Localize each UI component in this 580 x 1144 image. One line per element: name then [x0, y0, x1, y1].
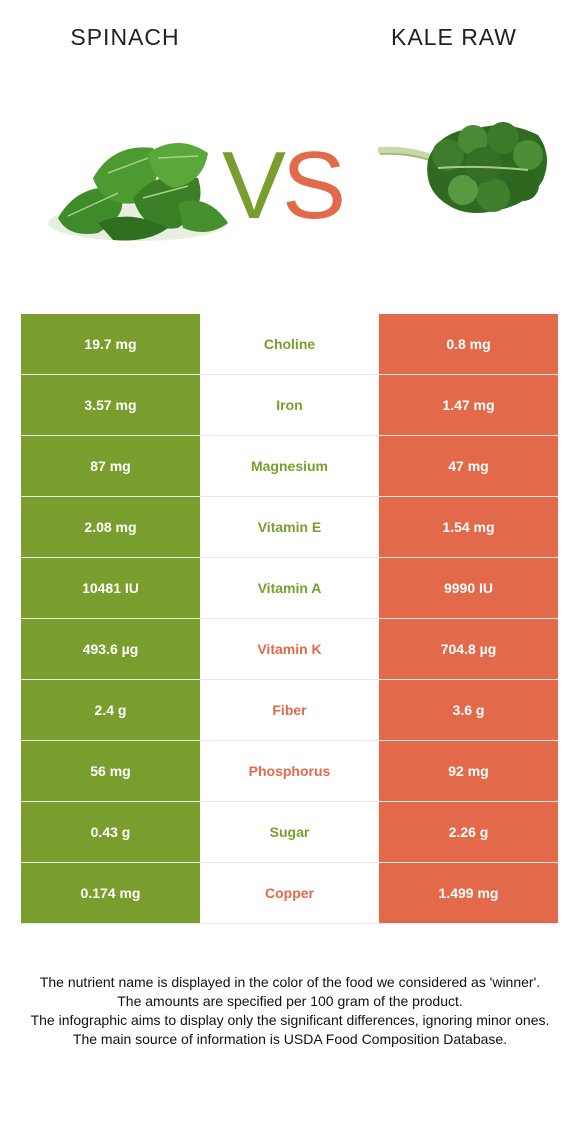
vs-s-letter: S [282, 132, 346, 239]
left-food-value: 56 mg [21, 740, 200, 802]
right-food-value: 3.6 g [379, 679, 558, 741]
right-food-value: 704.8 µg [379, 618, 558, 680]
nutrient-name: Iron [200, 374, 379, 436]
footnote-significant-differences: The infographic aims to display only the… [30, 1012, 550, 1028]
table-row: 19.7 mg Choline 0.8 mg [21, 314, 558, 375]
spinach-image [48, 143, 228, 241]
nutrient-name: Vitamin E [200, 496, 379, 558]
vs-v-letter: V [222, 132, 286, 239]
right-food-value: 47 mg [379, 435, 558, 497]
right-food-value: 92 mg [379, 740, 558, 802]
comparison-table: 19.7 mg Choline 0.8 mg 3.57 mg Iron 1.47 mg 87… [21, 314, 558, 924]
left-food-value: 2.4 g [21, 679, 200, 741]
right-food-value: 9990 IU [379, 557, 558, 619]
left-food-value: 3.57 mg [21, 374, 200, 436]
left-food-value: 10481 IU [21, 557, 200, 619]
left-food-value: 87 mg [21, 435, 200, 497]
left-food-value: 493.6 µg [21, 618, 200, 680]
right-food-value: 0.8 mg [379, 314, 558, 375]
table-row: 10481 IU Vitamin A 9990 IU [21, 557, 558, 619]
footnotes: The nutrient name is displayed in the co… [14, 973, 566, 1049]
table-row: 0.43 g Sugar 2.26 g [21, 801, 558, 863]
footnote-per-100g: The amounts are specified per 100 gram o… [117, 993, 463, 1009]
table-row: 0.174 mg Copper 1.499 mg [21, 862, 558, 924]
table-row: 56 mg Phosphorus 92 mg [21, 740, 558, 802]
nutrient-name: Choline [200, 314, 379, 375]
nutrient-name: Phosphorus [200, 740, 379, 802]
table-row: 87 mg Magnesium 47 mg [21, 435, 558, 497]
table-row: 2.08 mg Vitamin E 1.54 mg [21, 496, 558, 558]
right-food-value: 1.54 mg [379, 496, 558, 558]
nutrient-name: Vitamin K [200, 618, 379, 680]
vs-label: VS [222, 136, 346, 236]
nutrient-name: Vitamin A [200, 557, 379, 619]
kale-image [378, 122, 547, 214]
left-food-value: 19.7 mg [21, 314, 200, 375]
right-food-value: 2.26 g [379, 801, 558, 863]
footnote-winner-color: The nutrient name is displayed in the co… [39, 974, 541, 990]
table-row: 2.4 g Fiber 3.6 g [21, 679, 558, 741]
nutrient-name: Magnesium [200, 435, 379, 497]
nutrient-name: Sugar [200, 801, 379, 863]
left-food-title: SPINACH [70, 24, 180, 50]
left-food-value: 2.08 mg [21, 496, 200, 558]
left-food-value: 0.174 mg [21, 862, 200, 924]
right-food-value: 1.47 mg [379, 374, 558, 436]
nutrient-name: Copper [200, 862, 379, 924]
footnote-source: The main source of information is USDA F… [72, 1031, 508, 1047]
left-food-value: 0.43 g [21, 801, 200, 863]
table-row: 493.6 µg Vitamin K 704.8 µg [21, 618, 558, 680]
right-food-value: 1.499 mg [379, 862, 558, 924]
right-food-title: KALE RAW [390, 24, 517, 50]
table-row: 3.57 mg Iron 1.47 mg [21, 374, 558, 436]
nutrient-name: Fiber [200, 679, 379, 741]
